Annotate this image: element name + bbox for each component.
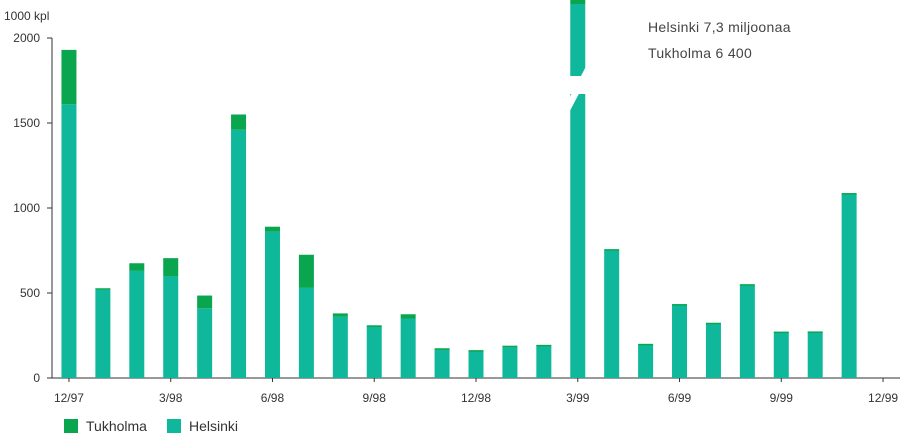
bar-helsinki bbox=[570, 94, 586, 378]
annotation: Helsinki 7,3 miljoonaa Tukholma 6 400 bbox=[648, 19, 791, 61]
legend-label-tukholma: Tukholma bbox=[86, 418, 147, 434]
bar-tukholma bbox=[672, 304, 688, 306]
bar-helsinki bbox=[502, 347, 518, 378]
bar-helsinki bbox=[841, 193, 857, 378]
bar-tukholma bbox=[298, 254, 314, 288]
y-axis-label: 1000 kpl bbox=[4, 9, 49, 23]
bar-tukholma bbox=[61, 49, 77, 105]
bar-helsinki bbox=[672, 304, 688, 378]
bar-helsinki bbox=[61, 104, 77, 379]
x-tick-label: 12/99 bbox=[868, 391, 898, 405]
annotation-line-2: Tukholma 6 400 bbox=[648, 45, 752, 61]
bar-helsinki bbox=[773, 332, 789, 378]
bar-tukholma bbox=[434, 348, 450, 350]
bar-tukholma bbox=[129, 263, 145, 271]
bars bbox=[61, 0, 857, 379]
bar-helsinki bbox=[807, 332, 823, 378]
axis-break bbox=[568, 64, 588, 114]
bar-helsinki bbox=[95, 289, 111, 378]
y-tick-label: 1000 bbox=[13, 201, 40, 215]
y-tick-label: 2000 bbox=[13, 31, 40, 45]
y-tick-label: 500 bbox=[20, 286, 40, 300]
bar-helsinki bbox=[638, 344, 654, 378]
bar-tukholma bbox=[502, 345, 518, 348]
bar-helsinki-upper bbox=[570, 4, 586, 76]
bar-tukholma bbox=[332, 313, 348, 317]
bar-tukholma bbox=[366, 325, 382, 327]
bar-helsinki bbox=[739, 285, 755, 378]
bar-tukholma bbox=[773, 331, 789, 334]
bar-helsinki bbox=[332, 316, 348, 378]
legend-swatch-tukholma bbox=[64, 419, 78, 433]
y-tick-label: 0 bbox=[33, 371, 40, 385]
legend-item-helsinki: Helsinki bbox=[166, 418, 238, 434]
x-tick-label: 9/98 bbox=[363, 391, 387, 405]
bar-helsinki bbox=[366, 327, 382, 378]
bar-tukholma bbox=[570, 0, 586, 4]
legend: Tukholma Helsinki bbox=[64, 418, 258, 434]
bar-tukholma bbox=[807, 331, 823, 333]
bar-tukholma bbox=[400, 314, 416, 319]
y-tick-label: 1500 bbox=[13, 116, 40, 130]
x-tick-label: 6/99 bbox=[668, 391, 692, 405]
x-tick-label: 9/99 bbox=[770, 391, 794, 405]
bar-tukholma bbox=[264, 226, 280, 232]
x-tick-label: 12/97 bbox=[54, 391, 84, 405]
y-axis: 0 500 1000 1500 2000 bbox=[13, 31, 53, 385]
bar-tukholma bbox=[604, 249, 620, 251]
bar-tukholma bbox=[536, 344, 552, 347]
x-tick-label: 3/99 bbox=[566, 391, 590, 405]
x-axis: 12/97 3/98 6/98 9/98 12/98 3/99 6/99 9/99 12/99 bbox=[52, 377, 900, 405]
bar-helsinki bbox=[705, 323, 721, 378]
bar-tukholma bbox=[638, 343, 654, 346]
bar-helsinki bbox=[231, 129, 247, 378]
legend-swatch-helsinki bbox=[166, 419, 181, 433]
bar-helsinki bbox=[434, 349, 450, 378]
bar-tukholma bbox=[197, 295, 213, 309]
bar-tukholma bbox=[468, 350, 484, 352]
x-tick-label: 6/98 bbox=[261, 391, 285, 405]
bar-helsinki bbox=[604, 250, 620, 378]
annotation-line-1: Helsinki 7,3 miljoonaa bbox=[648, 19, 791, 35]
bar-helsinki bbox=[129, 270, 145, 378]
bar-helsinki bbox=[197, 308, 213, 378]
bar-helsinki bbox=[468, 350, 484, 378]
bar-helsinki bbox=[536, 345, 552, 378]
x-tick-label: 3/98 bbox=[159, 391, 183, 405]
legend-item-tukholma: Tukholma bbox=[64, 418, 147, 434]
bar-helsinki bbox=[264, 231, 280, 378]
bar-tukholma bbox=[705, 322, 721, 325]
bar-helsinki bbox=[400, 318, 416, 378]
legend-label-helsinki: Helsinki bbox=[188, 418, 238, 434]
bar-tukholma bbox=[163, 258, 179, 276]
bar-helsinki bbox=[163, 276, 179, 378]
bar-tukholma bbox=[739, 284, 755, 286]
bar-tukholma bbox=[841, 193, 857, 195]
bar-tukholma bbox=[95, 288, 111, 290]
x-tick-label: 12/98 bbox=[461, 391, 491, 405]
bar-helsinki bbox=[298, 287, 314, 378]
bar-tukholma bbox=[231, 114, 247, 130]
